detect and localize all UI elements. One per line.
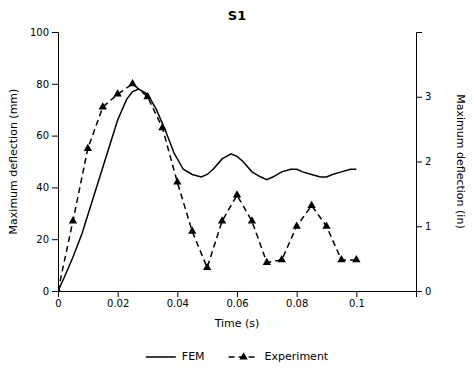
- series-marker: [322, 221, 330, 228]
- x-axis-tick: 0.1: [349, 291, 365, 309]
- y-axis-tick: 60: [36, 130, 58, 141]
- x-axis-tick-label: 0.06: [226, 298, 248, 309]
- x-axis-tick-label: 0.08: [286, 298, 308, 309]
- y2-axis-tick-mark: [416, 97, 422, 98]
- legend-label: Experiment: [265, 350, 329, 363]
- series-line: [58, 89, 356, 291]
- y-axis-tick-label: 20: [36, 234, 49, 245]
- x-axis-tick-label: 0.04: [167, 298, 189, 309]
- y2-axis-title: Maximum deflection (in): [454, 94, 467, 228]
- y-axis-tick-mark: [52, 291, 58, 292]
- title: S1: [228, 8, 246, 23]
- x-axis-tick-mark: [356, 291, 357, 297]
- y2-axis-tick-label: 3: [425, 91, 431, 102]
- x-axis-tick: 0.02: [107, 291, 129, 309]
- chart: 0 0.02 0.04 0.06 0.08 0.1 0 20 40 60 80 100 0 1 2 3 S1 Ti…: [0, 0, 474, 387]
- data: [58, 79, 360, 291]
- x-axis-tick: 0.04: [167, 291, 189, 309]
- y2-axis: 0 1 2 3: [416, 33, 431, 297]
- y-axis-tick: 40: [36, 182, 58, 193]
- legend-swatch: [146, 356, 176, 358]
- series-marker: [233, 190, 241, 197]
- y-axis-title: Maximum deflection (mm): [7, 89, 20, 235]
- series-marker: [352, 255, 360, 262]
- y-axis-tick-label: 60: [36, 130, 49, 141]
- series-marker: [128, 79, 136, 86]
- y-axis-tick: 20: [36, 234, 58, 245]
- legend: FEM Experiment: [146, 350, 329, 363]
- legend-item: Experiment: [229, 350, 329, 363]
- legend-label: FEM: [182, 350, 205, 363]
- y2-axis-tick-mark: [416, 291, 422, 292]
- x-axis-line: [59, 292, 417, 298]
- plot: 0 0.02 0.04 0.06 0.08 0.1 0 20 40 60 80 100 0 1 2 3: [30, 27, 431, 309]
- series-marker: [173, 177, 181, 184]
- y-axis-tick-mark: [52, 239, 58, 240]
- legend-marker: [239, 352, 247, 359]
- y2-axis-tick-mark: [416, 226, 422, 227]
- y-axis-tick-label: 80: [36, 79, 49, 90]
- series-marker: [69, 216, 77, 223]
- series-marker: [99, 102, 107, 109]
- y-axis-tick-mark: [52, 84, 58, 85]
- series-marker: [58, 286, 62, 291]
- y-axis-tick: 100: [30, 27, 58, 38]
- x-axis-tick-label: 0: [55, 298, 61, 309]
- y2-axis-tick: 3: [416, 91, 431, 102]
- y2-axis-line: [417, 33, 423, 292]
- series-marker: [114, 89, 122, 96]
- series-line: [58, 84, 356, 291]
- y-axis: 0 20 40 60 80 100: [30, 27, 59, 297]
- y-axis-tick-mark: [52, 187, 58, 188]
- x-axis-tick: 0: [55, 291, 61, 309]
- series-marker: [263, 258, 271, 265]
- y-axis-tick-label: 100: [30, 27, 49, 38]
- y2-axis-tick-label: 2: [425, 156, 431, 167]
- y-axis-tick-label: 40: [36, 182, 49, 193]
- series-marker: [307, 201, 315, 208]
- series-marker: [278, 255, 286, 262]
- y2-axis-tick-label: 1: [425, 221, 431, 232]
- x-axis-tick: 0.06: [226, 291, 248, 309]
- series-marker: [248, 216, 256, 223]
- x-axis-tick-mark: [237, 291, 238, 297]
- x-axis-tick-mark: [297, 291, 298, 297]
- y2-axis-tick-mark: [416, 162, 422, 163]
- y2-axis-tick: 2: [416, 156, 431, 167]
- series-marker: [84, 144, 92, 151]
- y-axis-tick-mark: [52, 136, 58, 137]
- y-axis-tick-label: 0: [43, 286, 49, 297]
- x-axis-tick-label: 0.02: [107, 298, 129, 309]
- y2-axis-tick: 0: [416, 286, 431, 297]
- x-axis-tick-mark: [177, 291, 178, 297]
- series-marker: [143, 92, 151, 99]
- y2-axis-tick-label: 0: [425, 286, 431, 297]
- y-axis-tick-mark: [52, 32, 58, 33]
- series-marker: [158, 123, 166, 130]
- series-marker: [188, 227, 196, 234]
- y-axis-tick: 0: [43, 286, 58, 297]
- x-axis: 0 0.02 0.04 0.06 0.08 0.1: [55, 291, 416, 309]
- series-marker: [293, 221, 301, 228]
- x-axis-tick-mark: [118, 291, 119, 297]
- series-marker: [203, 263, 211, 270]
- series-marker: [218, 216, 226, 223]
- y-axis-line: [52, 33, 59, 292]
- legend-item: FEM: [146, 350, 205, 363]
- x-axis-title: Time (s): [214, 317, 260, 330]
- series-marker: [337, 255, 345, 262]
- x-axis-tick: 0.08: [286, 291, 308, 309]
- x-axis-tick-label: 0.1: [349, 298, 365, 309]
- y2-axis-tick: 1: [416, 221, 431, 232]
- y-axis-tick: 80: [36, 79, 58, 90]
